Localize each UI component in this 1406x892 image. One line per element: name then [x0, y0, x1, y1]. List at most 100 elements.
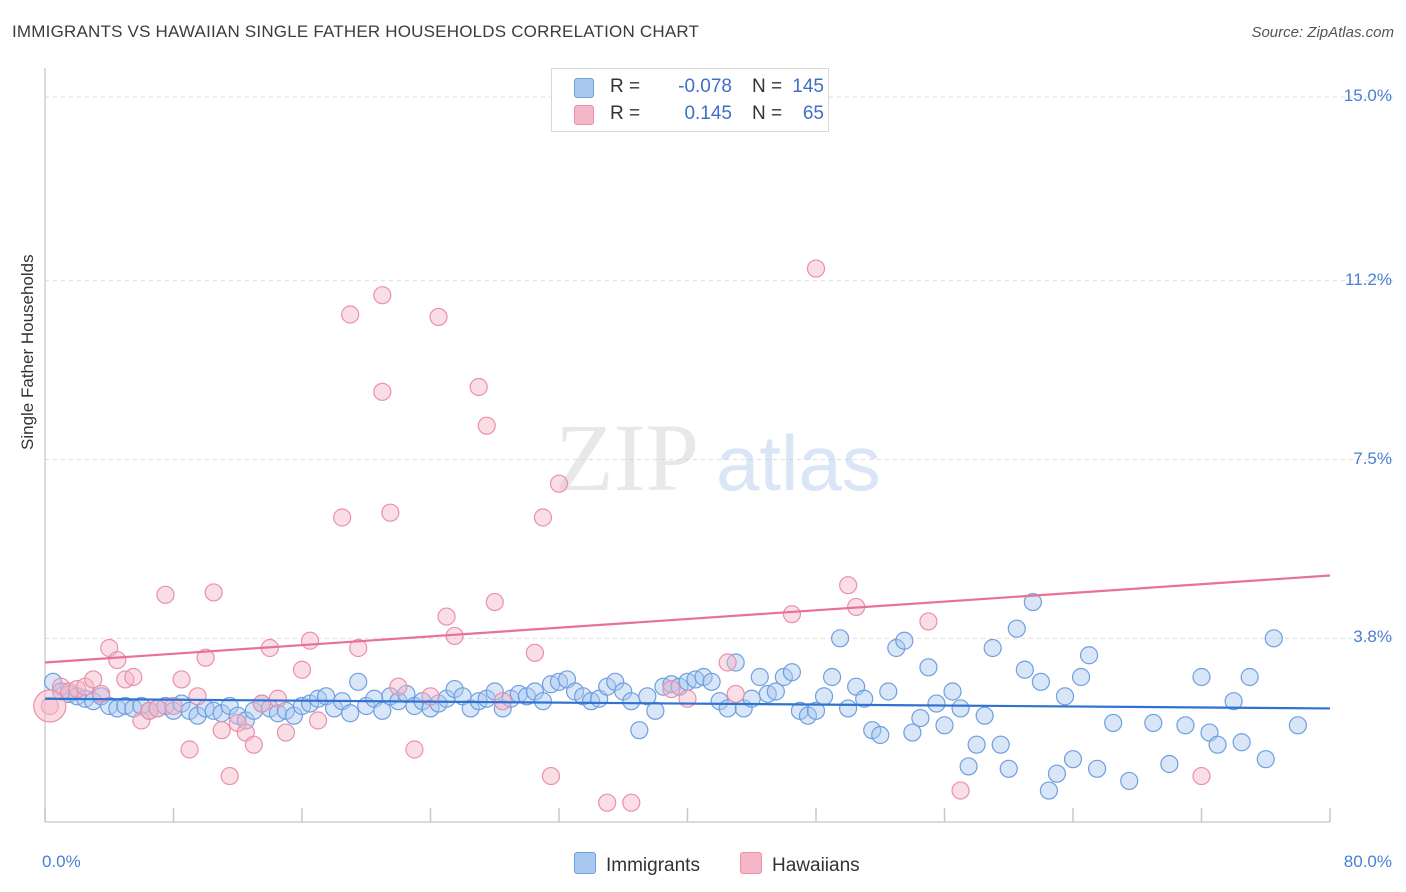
- hawaiians-point: [172, 670, 191, 689]
- legend-n-value: 65: [802, 103, 824, 124]
- immigrants-point: [943, 682, 962, 701]
- immigrants-point: [1047, 764, 1067, 783]
- immigrants-point: [1031, 672, 1050, 691]
- immigrants-point: [1232, 733, 1251, 752]
- hawaiians-point: [726, 684, 745, 704]
- hawaiians-point: [244, 735, 263, 754]
- hawaiians-point: [381, 503, 400, 522]
- hawaiians-point: [252, 694, 271, 713]
- watermark: ZIP atlas: [555, 404, 881, 511]
- immigrants-point: [806, 701, 826, 720]
- immigrants-point: [1288, 716, 1307, 735]
- immigrants-point: [919, 658, 938, 677]
- immigrants-point: [1079, 646, 1099, 665]
- bottom-legend-immigrants: Immigrants: [574, 852, 700, 877]
- immigrants-point: [1007, 619, 1026, 638]
- immigrants-point: [1104, 713, 1123, 733]
- immigrants-point: [1120, 771, 1139, 791]
- hawaiians-point: [292, 660, 312, 679]
- chart-title: IMMIGRANTS VS HAWAIIAN SINGLE FATHER HOU…: [12, 22, 700, 41]
- y-tick-label: 15.0%: [1343, 86, 1392, 105]
- legend-r-label: R =: [610, 103, 641, 124]
- bottom-legend-hawaiians: Hawaiians: [740, 852, 860, 877]
- hawaiians-point: [951, 781, 970, 800]
- immigrants-point: [855, 689, 874, 708]
- legend-swatch-immigrants: [574, 78, 594, 98]
- y-tick-label: 7.5%: [1353, 448, 1392, 468]
- immigrants-point: [630, 721, 649, 740]
- hawaiians-point: [477, 416, 496, 435]
- hawaiians-point: [84, 670, 103, 689]
- hawaiians-point: [662, 679, 681, 699]
- immigrants-point: [903, 723, 922, 742]
- hawaiians-point: [333, 508, 352, 527]
- immigrants-point: [1087, 759, 1107, 778]
- y-tick-label: 3.8%: [1353, 627, 1392, 647]
- immigrants-point: [1192, 667, 1211, 687]
- chart-source: Source: ZipAtlas.com: [1251, 24, 1394, 41]
- watermark-zip: ZIP: [555, 404, 699, 511]
- immigrants-point: [911, 708, 930, 728]
- immigrants-point: [1256, 750, 1275, 769]
- bottom-legend-swatch-immigrants: [574, 852, 596, 874]
- hawaiians-point: [276, 723, 296, 742]
- watermark-atlas: atlas: [716, 419, 881, 507]
- hawaiians-point: [405, 740, 424, 759]
- hawaiians-point: [485, 592, 504, 612]
- immigrants-point: [1160, 754, 1179, 774]
- immigrants-point: [839, 699, 858, 718]
- hawaiians-point: [220, 766, 239, 786]
- x-tick-max: 80.0%: [1343, 852, 1392, 871]
- hawaiians-point: [268, 689, 288, 708]
- bottom-legend-label-hawaiians: Hawaiians: [772, 855, 860, 876]
- hawaiians-point: [389, 677, 408, 696]
- bottom-legend-swatch-hawaiians: [740, 852, 762, 874]
- hawaiians-point: [196, 648, 215, 667]
- legend-n-label: N =: [752, 103, 783, 124]
- x-tick-min: 0.0%: [42, 852, 81, 871]
- immigrants-trend-line: [44, 697, 1331, 710]
- hawaiians-point: [156, 585, 175, 604]
- immigrants-point: [1144, 713, 1163, 733]
- hawaiians-point: [124, 667, 143, 687]
- bottom-legend-label-immigrants: Immigrants: [606, 855, 700, 876]
- hawaiians-point: [212, 721, 231, 740]
- immigrants-point: [959, 757, 978, 776]
- immigrants-point: [951, 699, 970, 718]
- hawaiians-points: [33, 259, 1211, 812]
- hawaiians-point: [806, 259, 826, 278]
- hawaiians-trend-line: [44, 574, 1331, 664]
- hawaiians-point: [164, 696, 183, 716]
- immigrants-point: [646, 701, 665, 720]
- grid-lines: [45, 96, 1395, 639]
- hawaiians-point: [1192, 766, 1211, 786]
- immigrants-point: [822, 667, 842, 687]
- immigrants-point: [975, 706, 994, 725]
- hawaiians-point: [718, 653, 737, 672]
- legend-r-label: R =: [610, 76, 641, 97]
- hawaiians-point-large: [33, 689, 67, 723]
- stats-legend: R = -0.078 N = 145 R = 0.145 N = 65: [551, 68, 829, 132]
- immigrants-point: [782, 663, 802, 682]
- legend-r-value: 0.145: [684, 103, 732, 124]
- hawaiians-point: [341, 305, 360, 324]
- legend-r-value: -0.078: [678, 76, 732, 97]
- legend-n-value: 145: [792, 76, 824, 97]
- immigrants-point: [935, 716, 954, 735]
- hawaiians-point: [549, 474, 569, 493]
- immigrants-point: [702, 672, 721, 691]
- hawaiians-point: [349, 638, 368, 658]
- hawaiians-point: [525, 643, 545, 662]
- immigrants-point: [1176, 716, 1195, 735]
- immigrants-point: [1039, 781, 1059, 800]
- immigrants-point: [1264, 629, 1283, 648]
- immigrants-point: [1208, 735, 1227, 754]
- immigrants-point: [533, 692, 553, 711]
- hawaiians-point: [919, 612, 938, 631]
- immigrants-point: [967, 735, 986, 754]
- hawaiians-point: [533, 508, 553, 527]
- hawaiians-point: [782, 605, 802, 624]
- hawaiians-point: [188, 687, 207, 706]
- immigrants-point: [1240, 667, 1259, 687]
